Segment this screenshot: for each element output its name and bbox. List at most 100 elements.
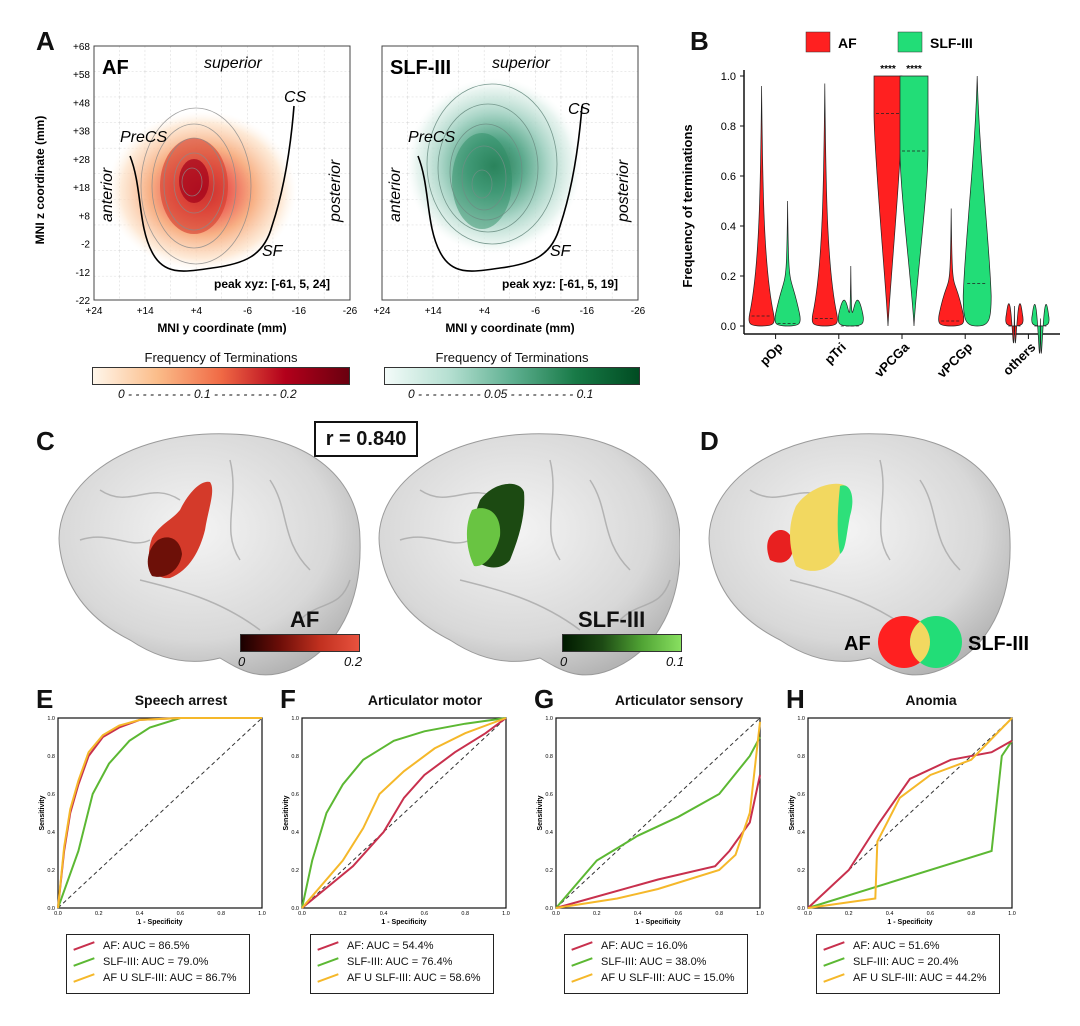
af-colorbar-ticks: 0 - - - - - - - - - 0.1 - - - - - - - - … [118, 387, 297, 401]
roc-legend-row: AF: AUC = 16.0% [571, 938, 741, 954]
slf-colorbar-ticks: 0 - - - - - - - - - 0.05 - - - - - - - -… [408, 387, 594, 401]
panel-b-violin-chart: AF SLF-III 0.0 0.2 0.4 0.6 0.8 1.0 pOp pTri vPCGa… [680, 31, 1060, 381]
roc-ytick: 0.0 [291, 906, 299, 912]
violin-SLF-III-pTri [837, 265, 864, 327]
roc-legend-row: SLF-III: AUC = 38.0% [571, 954, 741, 970]
slf-colorbar-label: Frequency of Terminations [435, 350, 589, 365]
roc-legend-text: SLF-III: AUC = 38.0% [601, 956, 707, 968]
roc-curve-af [807, 739, 1013, 909]
roc-ytick: 0.4 [291, 830, 299, 836]
panel-a-ytick: +48 [73, 98, 90, 109]
panel-a-ytick: +18 [73, 183, 90, 194]
roc-title: Speech arrest [134, 692, 228, 708]
legend-swatch [897, 31, 923, 53]
violin-category-label: vPCGp [934, 339, 975, 380]
panel-a-xlabel-slf: MNI y coordinate (mm) [445, 321, 574, 335]
panel-b-ylabel: Frequency of terminations [680, 124, 695, 287]
roc-xlabel: 1 - Specificity [635, 919, 680, 926]
roc-chart-e: 0.00.0 0.2 0.2 0.4 0.4 0.6 0.6 0.8 0.8 1.0 1.0 Sens… [39, 716, 266, 926]
roc-ylabel: Sensitivity [789, 795, 796, 830]
roc-chart-g: 0.00.0 0.2 0.2 0.4 0.4 0.6 0.6 0.8 0.8 1.0 1.0 Sens… [537, 716, 764, 926]
panel-a-xtick: +24 [374, 306, 391, 317]
roc-ytick: 0.6 [545, 792, 553, 798]
roc-chart-h: 0.00.0 0.2 0.2 0.4 0.4 0.6 0.6 0.8 0.8 1.0 1.0 Sens… [789, 716, 1016, 926]
roc-ytick: 0.4 [47, 830, 55, 836]
roc-xtick: 0.0 [552, 911, 560, 917]
violin-category-label: pOp [757, 339, 786, 368]
panel-a-ytick: -2 [81, 240, 90, 251]
af-sf-label: SF [262, 243, 284, 260]
roc-ylabel: Sensitivity [283, 795, 290, 830]
slf-precs-label: PreCS [408, 129, 455, 146]
violin-category-label: pTri [821, 340, 848, 367]
roc-xtick: 0.8 [967, 911, 975, 917]
roc-ytick: 0.2 [545, 868, 553, 874]
violin-ytick: 0.0 [721, 321, 736, 333]
panel-a-ytick: +8 [79, 211, 91, 222]
roc-ytick: 0.6 [291, 792, 299, 798]
roc-xtick: 0.2 [593, 911, 601, 917]
roc-ytick: 0.8 [47, 754, 55, 760]
roc-xtick: 0.0 [54, 911, 62, 917]
correlation-box: r = 0.840 [314, 421, 418, 457]
roc-xtick: 1.0 [502, 911, 510, 917]
panel-a-ylabel: MNI z coordinate (mm) [33, 116, 47, 245]
panel-a-ytick: +38 [73, 127, 90, 138]
violin-category-label: others [1000, 340, 1039, 379]
panel-a-maps: AF superior CS PreCS SF anterior posteri… [33, 42, 646, 335]
roc-ytick: 0.8 [291, 754, 299, 760]
violin-SLF-III-vPCGa [899, 75, 929, 327]
violin-AF-others [1005, 303, 1024, 344]
roc-xtick: 0.6 [421, 911, 429, 917]
roc-legend: AF: AUC = 54.4% SLF-III: AUC = 76.4% AF U … [310, 934, 494, 994]
brain-af [58, 433, 361, 676]
legend-label: AF [838, 35, 857, 51]
roc-legend-swatch [317, 957, 339, 967]
slf-sf-label: SF [550, 243, 572, 260]
roc-legend-text: SLF-III: AUC = 79.0% [103, 956, 209, 968]
af-termination-map: AF superior CS PreCS SF anterior posteri… [93, 45, 351, 301]
roc-curve-slf [57, 717, 262, 909]
roc-legend-row: AF: AUC = 86.5% [73, 938, 243, 954]
slf-termination-map: SLF-III superior CS PreCS SF anterior po… [381, 45, 639, 301]
roc-curve-slf [807, 740, 1013, 909]
roc-diagonal [57, 717, 263, 909]
roc-diagonal [555, 717, 761, 909]
brain-af-cbar-max: 0.2 [344, 654, 363, 669]
panel-a-xtick: -6 [243, 306, 252, 317]
roc-ylabel: Sensitivity [39, 795, 46, 830]
brain-slf-colorbar [562, 634, 682, 652]
roc-xtick: 0.6 [927, 911, 935, 917]
roc-legend-text: AF U SLF-III: AUC = 58.6% [347, 972, 481, 984]
af-precs-label: PreCS [120, 129, 167, 146]
af-anterior-label: anterior [99, 167, 116, 222]
roc-ytick: 0.6 [47, 792, 55, 798]
panel-a-xtick: +14 [425, 306, 442, 317]
roc-legend-text: AF U SLF-III: AUC = 44.2% [853, 972, 987, 984]
af-superior-label: superior [204, 55, 262, 72]
violin-AF-vPCGp [938, 208, 965, 327]
panel-a-xtick: +4 [191, 306, 203, 317]
roc-curve-af [555, 774, 761, 909]
af-peak-label: peak xyz: [-61, 5, 24] [214, 277, 330, 291]
panel-label-e: E [36, 684, 54, 714]
significance-mark: **** [880, 64, 896, 75]
slf-posterior-label: posterior [615, 159, 632, 223]
roc-legend-swatch [823, 941, 845, 951]
roc-curve-union [807, 717, 1013, 909]
slf-superior-label: superior [492, 55, 550, 72]
violin-SLF-III-pOp [774, 200, 801, 327]
significance-mark: **** [906, 64, 922, 75]
legend-swatch [805, 31, 831, 53]
roc-ytick: 1.0 [47, 716, 55, 722]
af-colorbar-label: Frequency of Terminations [144, 350, 298, 365]
brain-slf-cbar-max: 0.1 [666, 654, 685, 669]
panel-d-overlap: AF SLF-III [708, 433, 1029, 676]
roc-ytick: 0.0 [545, 906, 553, 912]
correlation-value: r = 0.840 [325, 428, 407, 450]
roc-curve-af [301, 717, 507, 909]
roc-xtick: 0.8 [461, 911, 469, 917]
roc-legend-row: SLF-III: AUC = 79.0% [73, 954, 243, 970]
panel-label-c: C [36, 426, 55, 456]
roc-ytick: 0.4 [545, 830, 553, 836]
